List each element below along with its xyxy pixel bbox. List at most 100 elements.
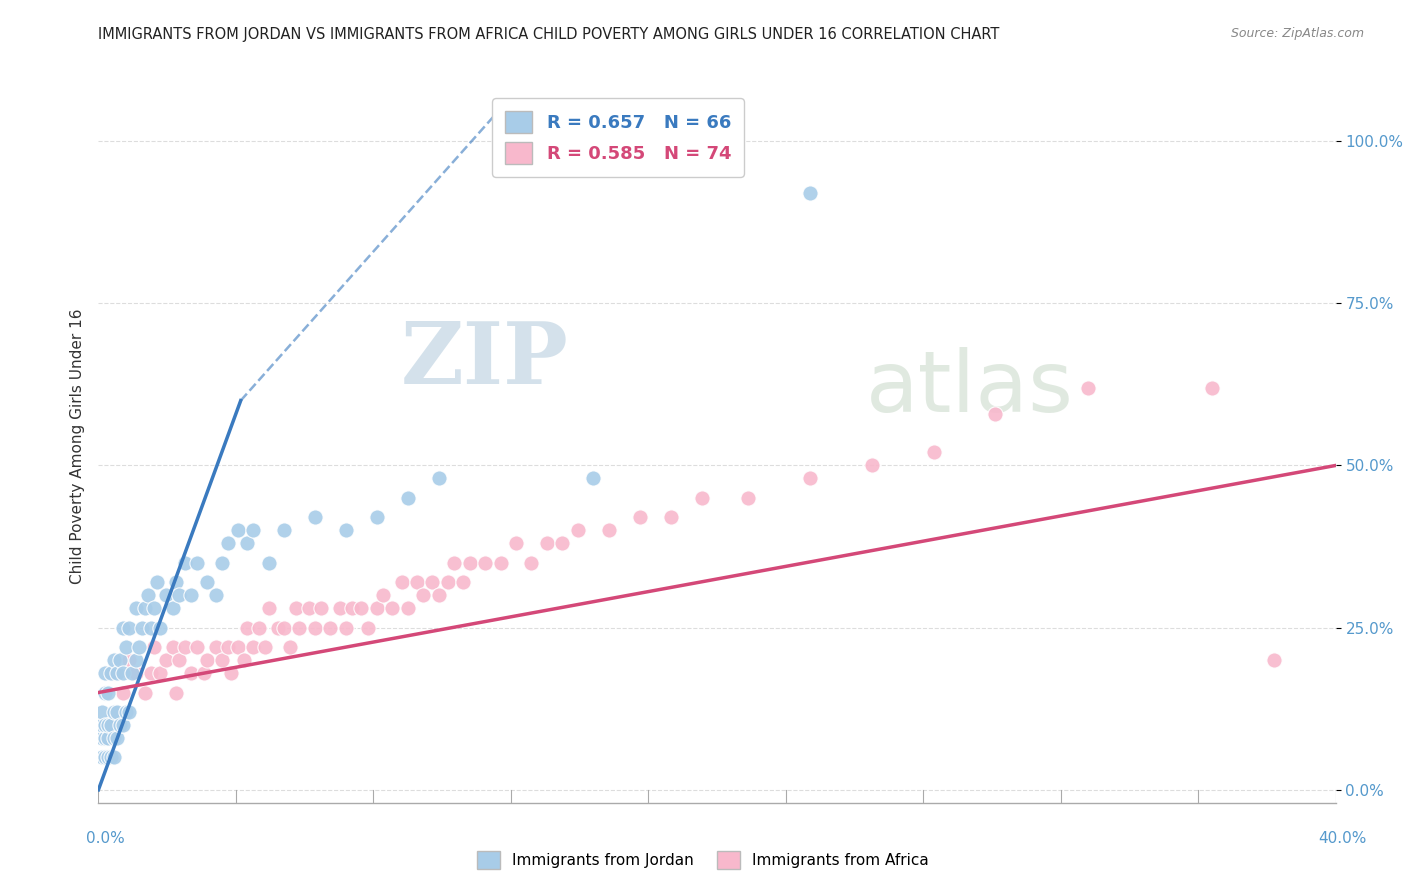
Point — [217, 640, 239, 654]
Point — [366, 601, 388, 615]
Point — [205, 588, 228, 602]
Point — [155, 653, 177, 667]
Point — [221, 666, 243, 681]
Point — [437, 575, 460, 590]
Point — [93, 750, 115, 764]
Point — [1077, 381, 1099, 395]
Point — [567, 524, 589, 538]
Point — [118, 705, 141, 719]
Point — [97, 731, 120, 745]
Point — [427, 588, 450, 602]
Point — [139, 666, 162, 681]
Point — [97, 750, 120, 764]
Point — [458, 556, 481, 570]
Point — [505, 536, 527, 550]
Point — [406, 575, 429, 590]
Point — [396, 491, 419, 505]
Point — [90, 718, 112, 732]
Point — [100, 750, 122, 764]
Point — [298, 601, 321, 615]
Text: atlas: atlas — [866, 347, 1074, 431]
Point — [391, 575, 413, 590]
Point — [118, 653, 141, 667]
Point — [136, 588, 159, 602]
Point — [112, 685, 135, 699]
Point — [285, 601, 308, 615]
Point — [520, 556, 543, 570]
Point — [93, 685, 115, 699]
Text: Source: ZipAtlas.com: Source: ZipAtlas.com — [1230, 27, 1364, 40]
Point — [93, 731, 115, 745]
Point — [288, 621, 311, 635]
Point — [242, 524, 264, 538]
Point — [97, 685, 120, 699]
Point — [90, 705, 112, 719]
Point — [536, 536, 558, 550]
Point — [112, 666, 135, 681]
Point — [97, 718, 120, 732]
Point — [186, 640, 208, 654]
Point — [366, 510, 388, 524]
Point — [340, 601, 363, 615]
Point — [180, 666, 202, 681]
Text: 40.0%: 40.0% — [1319, 831, 1367, 846]
Point — [350, 601, 373, 615]
Point — [100, 718, 122, 732]
Point — [103, 750, 125, 764]
Point — [186, 556, 208, 570]
Point — [155, 588, 177, 602]
Point — [124, 653, 146, 667]
Point — [489, 556, 512, 570]
Point — [412, 588, 434, 602]
Point — [174, 556, 197, 570]
Point — [90, 731, 112, 745]
Text: ZIP: ZIP — [401, 318, 568, 402]
Point — [690, 491, 713, 505]
Point — [319, 621, 342, 635]
Point — [242, 640, 264, 654]
Point — [273, 524, 295, 538]
Point — [103, 666, 125, 681]
Point — [115, 640, 138, 654]
Point — [381, 601, 404, 615]
Point — [335, 524, 357, 538]
Point — [211, 556, 233, 570]
Point — [124, 666, 146, 681]
Point — [217, 536, 239, 550]
Point — [115, 705, 138, 719]
Point — [105, 666, 128, 681]
Point — [167, 588, 190, 602]
Point — [165, 575, 187, 590]
Point — [165, 685, 187, 699]
Text: IMMIGRANTS FROM JORDAN VS IMMIGRANTS FROM AFRICA CHILD POVERTY AMONG GIRLS UNDER: IMMIGRANTS FROM JORDAN VS IMMIGRANTS FRO… — [98, 27, 1000, 42]
Point — [139, 621, 162, 635]
Point — [267, 621, 290, 635]
Point — [922, 445, 945, 459]
Point — [146, 575, 169, 590]
Point — [100, 666, 122, 681]
Point — [628, 510, 651, 524]
Point — [118, 621, 141, 635]
Point — [659, 510, 682, 524]
Point — [278, 640, 301, 654]
Point — [162, 601, 184, 615]
Point — [174, 640, 197, 654]
Point — [304, 621, 326, 635]
Point — [984, 407, 1007, 421]
Point — [108, 718, 131, 732]
Point — [131, 621, 153, 635]
Legend: Immigrants from Jordan, Immigrants from Africa: Immigrants from Jordan, Immigrants from … — [471, 845, 935, 875]
Point — [180, 588, 202, 602]
Point — [799, 471, 821, 485]
Point — [128, 640, 150, 654]
Point — [226, 640, 249, 654]
Point — [205, 640, 228, 654]
Point — [226, 524, 249, 538]
Point — [193, 666, 215, 681]
Point — [103, 653, 125, 667]
Point — [335, 621, 357, 635]
Point — [1263, 653, 1285, 667]
Point — [453, 575, 475, 590]
Point — [257, 556, 280, 570]
Point — [167, 653, 190, 667]
